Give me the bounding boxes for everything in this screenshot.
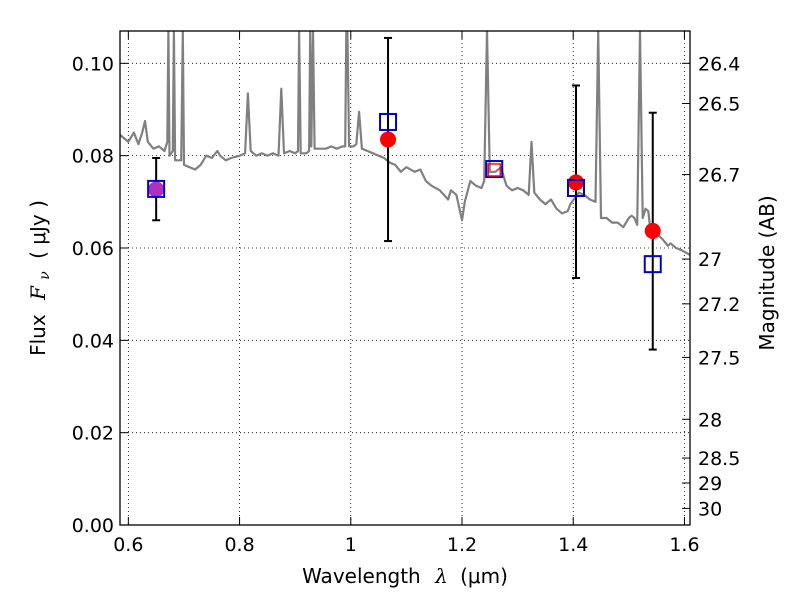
observed-data-point (644, 222, 661, 239)
y2-tick-label: 26.5 (698, 93, 740, 115)
x-tick-label: 1.6 (669, 534, 699, 556)
optical-data-point (148, 181, 165, 198)
tick-labels: 0.6 0.8 1 1.2 1.4 1.6 0.00 0.02 0.04 0.06 0.08 0.10… (72, 53, 741, 556)
upper-limit-marker (487, 163, 501, 177)
y2-tick-label: 29 (698, 473, 722, 495)
y-tick-label: 0.02 (72, 423, 114, 445)
y2-axis-label: Magnitude (AB) (755, 195, 779, 350)
y-axis-label-subscript: ν (37, 271, 53, 280)
x-axis-label-text: Wavelength (302, 564, 421, 588)
y-tick-label: 0.08 (72, 146, 114, 168)
data-markers (147, 112, 662, 274)
y-axis-label-text: Flux (26, 314, 50, 356)
x-tick-label: 1.4 (558, 534, 588, 556)
y2-tick-label: 26.4 (698, 53, 740, 75)
y2-tick-label: 28 (698, 409, 722, 431)
model-photometry-marker (643, 255, 662, 274)
model-photometry-marker (379, 112, 398, 131)
spectrum-line (120, 31, 690, 256)
observed-data-point (568, 174, 584, 191)
y2-tick-label: 27.2 (698, 294, 740, 316)
grid-lines (120, 31, 690, 526)
x-axis-label: Wavelength λ (μm) (302, 564, 508, 588)
x-tick-label: 1.2 (447, 534, 477, 556)
y-axis-label-symbol: F (26, 285, 50, 301)
y-tick-label: 0.04 (72, 330, 114, 352)
x-tick-label: 1 (345, 534, 357, 556)
x-axis-label-unit: (μm) (460, 564, 508, 588)
axis-ticks (120, 31, 690, 526)
x-axis-label-symbol: λ (434, 564, 448, 588)
y-tick-label: 0.10 (72, 53, 114, 75)
model-photometry-marker (485, 160, 504, 179)
y2-tick-label: 27 (698, 249, 722, 271)
x-tick-label: 0.6 (113, 534, 143, 556)
model-photometry-marker (567, 178, 585, 197)
model-spectrum (120, 31, 690, 256)
y2-tick-label: 30 (698, 498, 722, 520)
model-photometry-marker (147, 179, 166, 198)
y-axis-label-unit: ( μJy ) (26, 200, 50, 259)
y-tick-label: 0.06 (72, 238, 114, 260)
y-axis-label: Flux F ν ( μJy ) (26, 200, 54, 356)
y2-tick-label: 27.5 (698, 347, 740, 369)
x-tick-label: 0.8 (224, 534, 254, 556)
y2-tick-label: 26.7 (698, 165, 740, 187)
observed-data-point (380, 131, 397, 148)
plot-frame (119, 30, 691, 526)
y2-tick-label: 28.5 (698, 448, 740, 470)
y-tick-label: 0.00 (72, 515, 114, 537)
